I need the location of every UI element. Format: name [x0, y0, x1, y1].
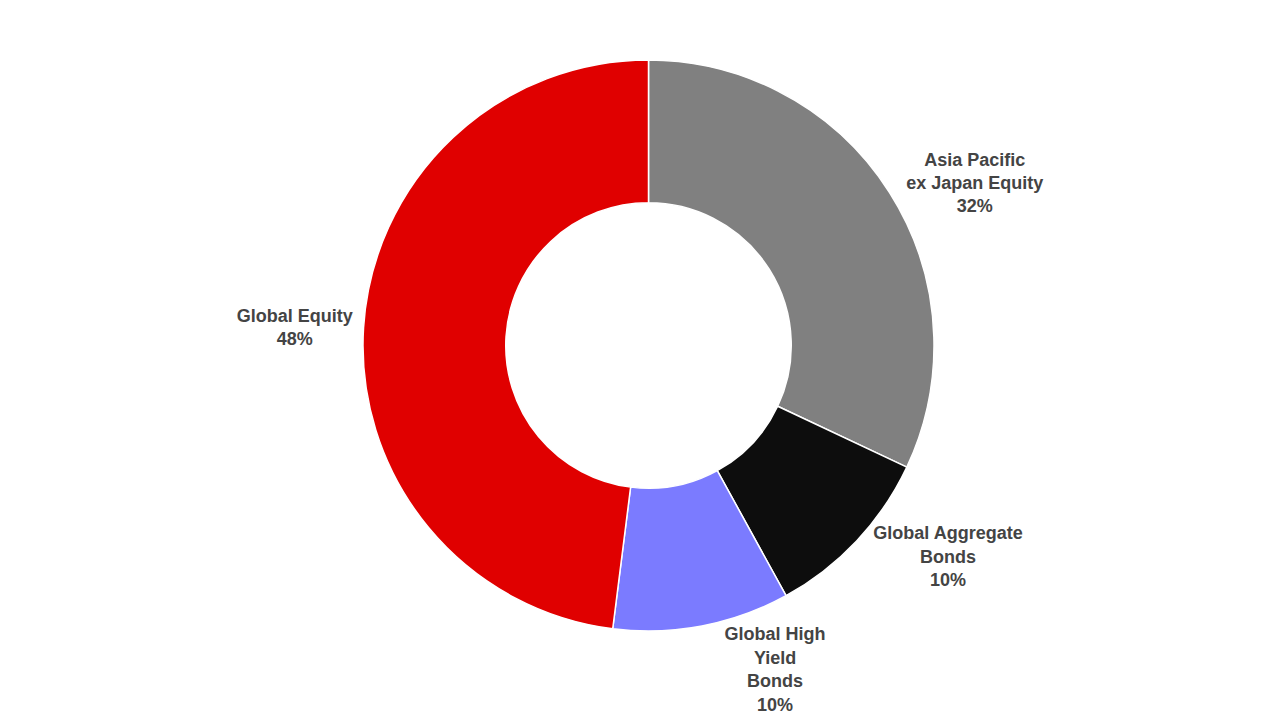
svg-text:Global AggregateBonds10%: Global AggregateBonds10% [873, 523, 1022, 590]
svg-text:Asia Pacificex Japan Equity32%: Asia Pacificex Japan Equity32% [906, 150, 1043, 217]
svg-text:Global HighYieldBonds10%: Global HighYieldBonds10% [725, 624, 826, 714]
svg-text:Global Equity48%: Global Equity48% [237, 306, 353, 349]
